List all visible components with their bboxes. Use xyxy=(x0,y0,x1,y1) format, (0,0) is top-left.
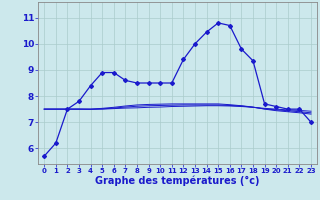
X-axis label: Graphe des températures (°c): Graphe des températures (°c) xyxy=(95,176,260,186)
